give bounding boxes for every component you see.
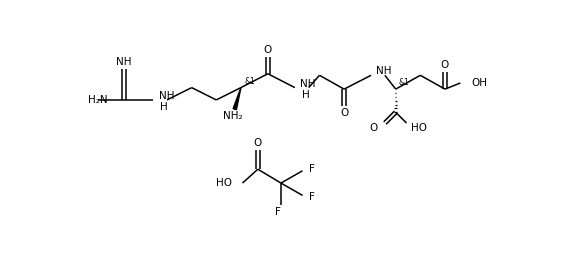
Text: NH: NH [376,66,392,76]
Text: OH: OH [471,78,487,88]
Polygon shape [233,88,241,110]
Text: O: O [264,45,272,55]
Text: &1: &1 [244,77,255,86]
Text: &1: &1 [399,79,410,87]
Text: F: F [310,192,315,202]
Text: H₂N: H₂N [89,95,108,105]
Text: NH: NH [300,79,316,89]
Text: NH: NH [159,91,174,101]
Text: NH: NH [116,57,132,67]
Text: H: H [302,90,310,99]
Text: O: O [441,60,449,70]
Text: O: O [370,123,378,133]
Text: HO: HO [411,123,427,133]
Text: O: O [340,108,348,118]
Text: F: F [310,164,315,174]
Text: O: O [254,138,262,148]
Text: HO: HO [215,178,232,188]
Text: NH₂: NH₂ [223,111,243,121]
Text: H: H [160,102,168,112]
Text: F: F [275,207,281,217]
